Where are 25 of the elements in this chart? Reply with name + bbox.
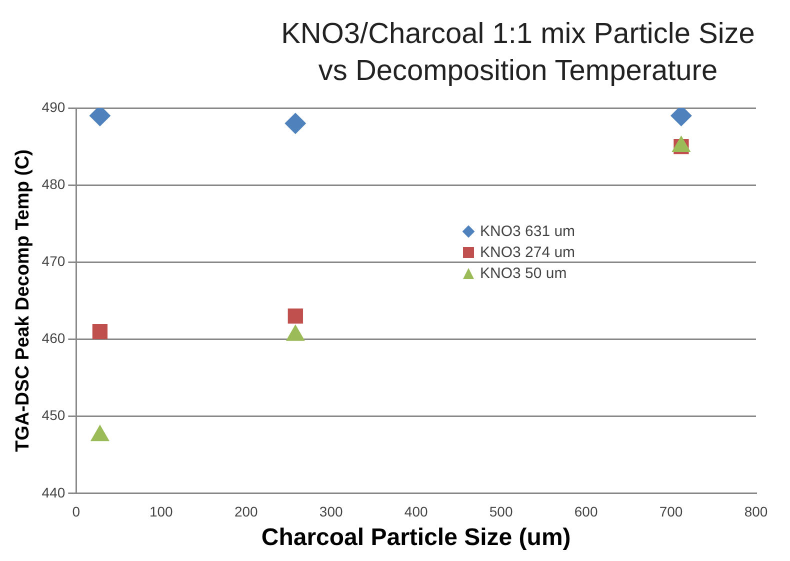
x-tick-label: 200	[234, 504, 258, 520]
x-axis-title: Charcoal Particle Size (um)	[261, 524, 571, 552]
y-tick-label: 460	[42, 330, 66, 346]
point	[284, 112, 306, 134]
x-tick-label: 300	[319, 504, 343, 520]
y-tick-label: 480	[42, 176, 66, 192]
y-tick-label: 450	[42, 407, 66, 424]
point	[92, 324, 108, 340]
x-tick-label: 600	[574, 504, 598, 520]
legend-label: KNO3 50 um	[480, 265, 567, 282]
y-tick-label: 490	[42, 98, 66, 115]
x-tick-label: 400	[404, 504, 428, 520]
legend-label: KNO3 274 um	[480, 244, 576, 261]
y-tick-label: 440	[42, 484, 66, 500]
x-tick-label: 500	[489, 504, 513, 520]
x-tick-label: 800	[744, 504, 768, 520]
y-axis-title: TGA-DSC Peak Decomp Temp (C)	[12, 149, 34, 452]
y-tick-label: 470	[42, 253, 66, 270]
point	[288, 308, 303, 324]
chart-title: KNO3/Charcoal 1:1 mix Particle Size vs Decomposition Temperature	[280, 17, 756, 89]
legend-label: KNO3 631 um	[480, 223, 576, 240]
x-tick-label: 700	[659, 504, 683, 520]
x-tick-label: 100	[149, 504, 174, 520]
x-tick-label: 0	[72, 504, 80, 520]
point	[90, 425, 110, 442]
